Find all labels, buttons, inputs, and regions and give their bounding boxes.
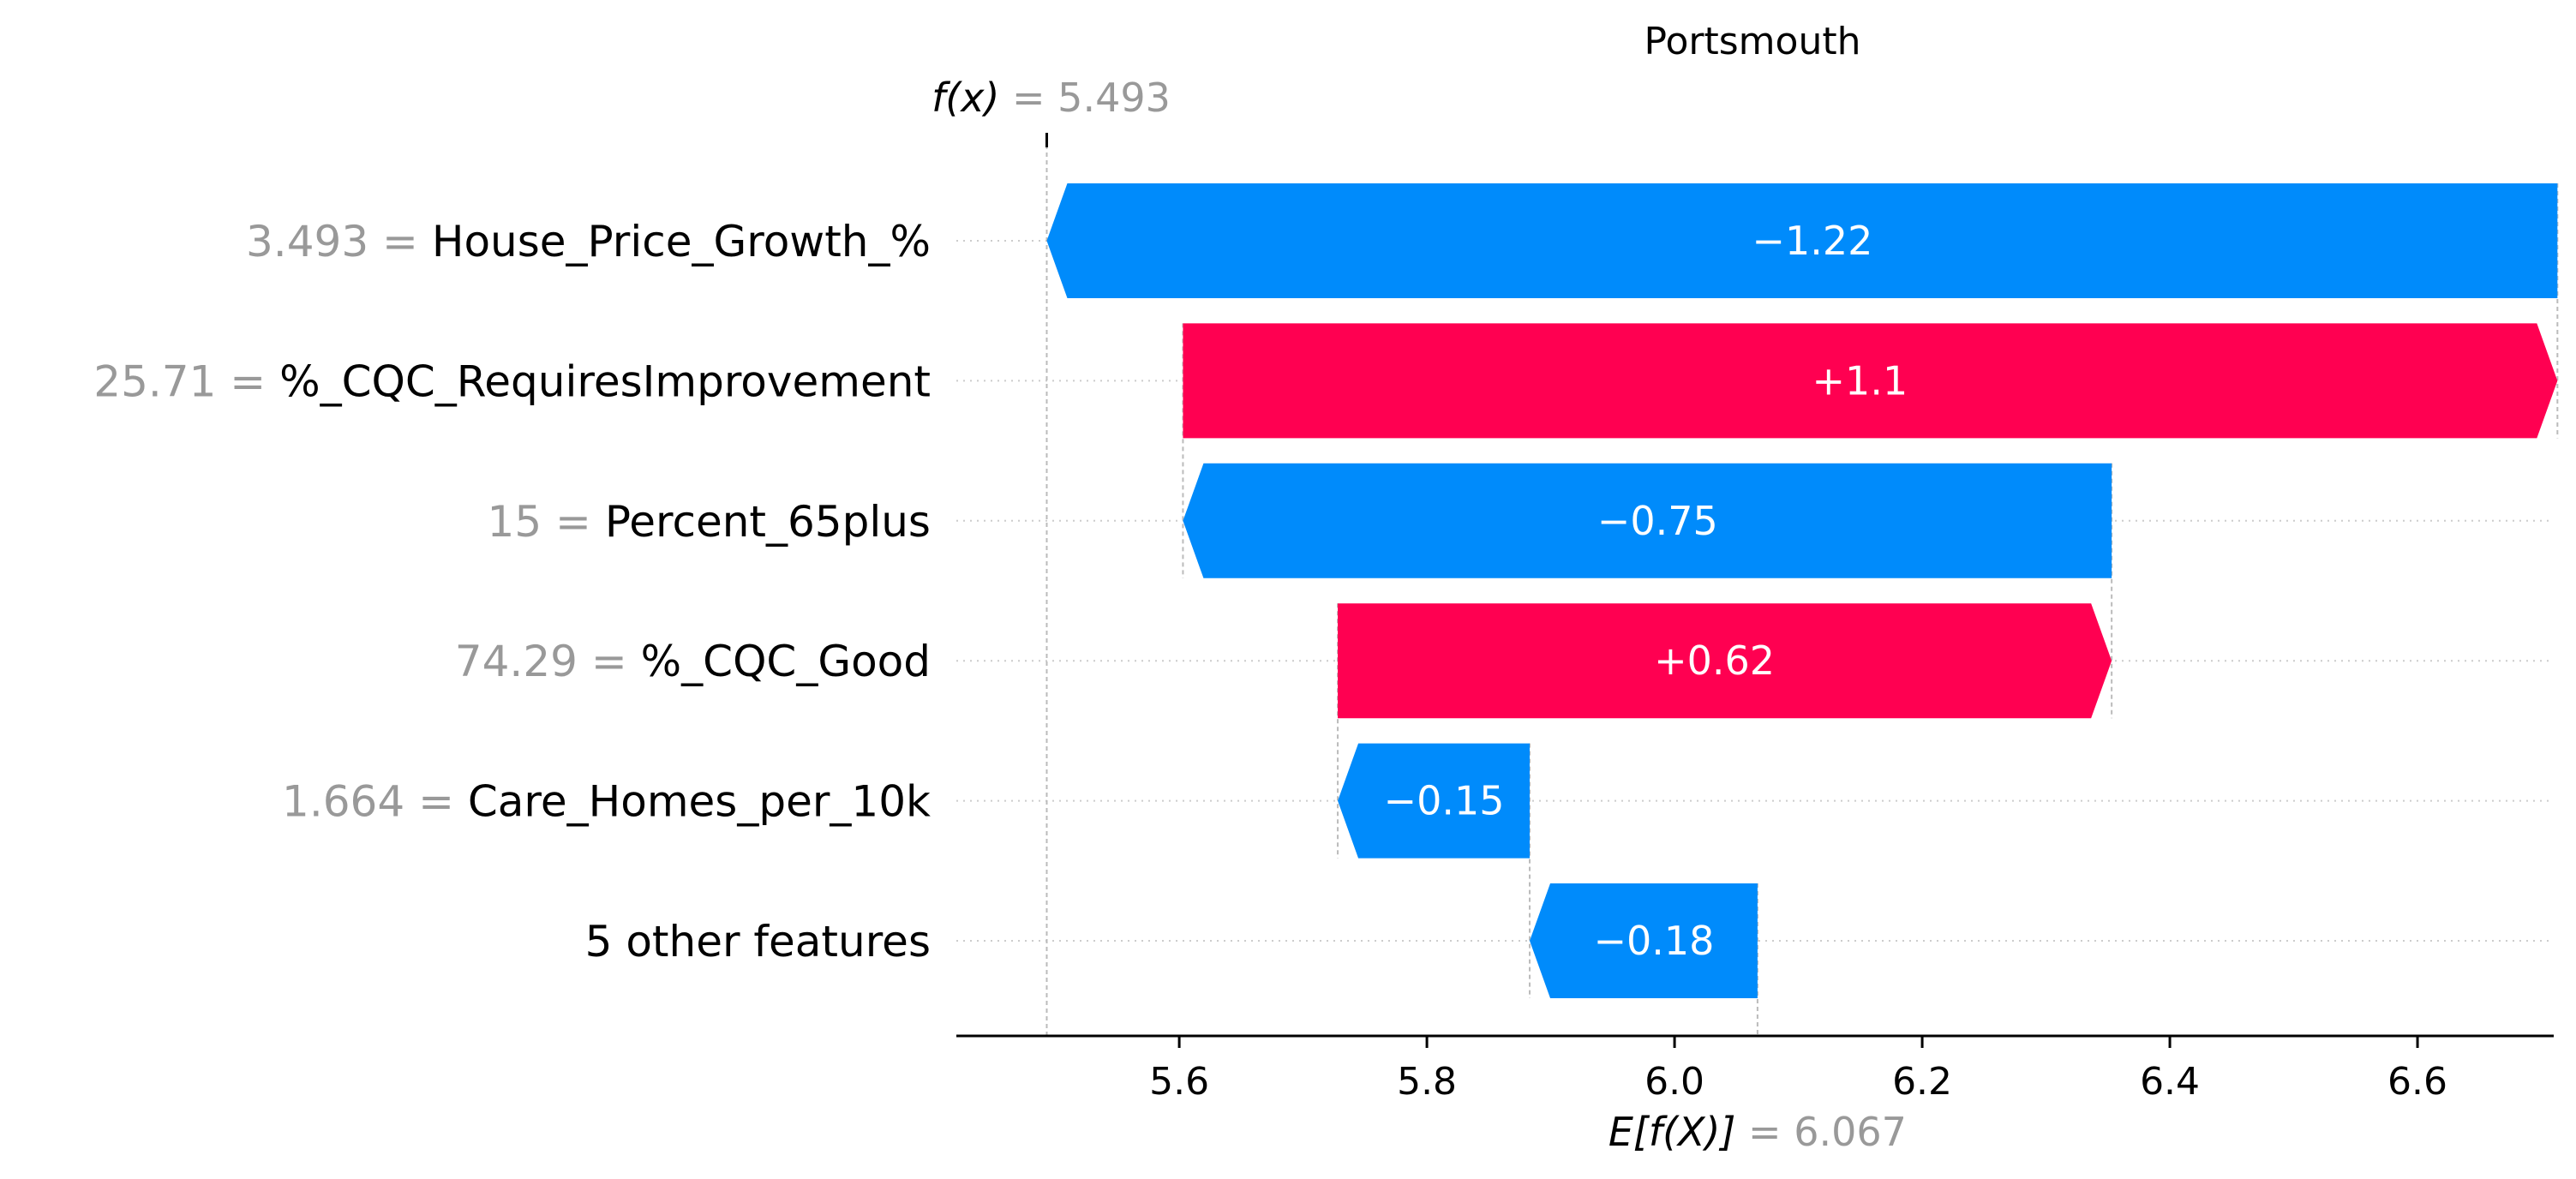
waterfall-bar: [1183, 463, 2112, 578]
spacer: [266, 356, 279, 406]
spacer: [454, 777, 468, 827]
expected-value-annotation: E[f(X)] = 6.067: [1609, 1109, 1907, 1155]
feature-labels: 3.493 = House_Price_Growth_% 25.71 = %_CQ…: [93, 217, 931, 967]
expected-value-value: = 6.067: [1748, 1109, 1907, 1155]
feature-name: %_CQC_RequiresImprovement: [279, 356, 931, 406]
waterfall-bar: [1183, 323, 2558, 439]
bars: −1.22 +1.1 −0.75 +0.62 −0.15 −0.18: [1046, 183, 2558, 998]
x-tick-label: 5.6: [1149, 1060, 1209, 1104]
fx-value: = 5.493: [1012, 75, 1171, 121]
bar-value-label: +0.62: [1654, 637, 1775, 684]
bar-value-label: −1.22: [1752, 218, 1872, 264]
expected-value-label: E[f(X)] = 6.067: [1609, 1109, 1907, 1155]
bar-value-label: −0.18: [1593, 918, 1714, 964]
spacer: [1735, 1109, 1748, 1155]
feature-label: 25.71 = %_CQC_RequiresImprovement: [93, 356, 931, 406]
fx-label: f(x) = 5.493: [932, 75, 1171, 121]
feature-value: 3.493 =: [246, 217, 418, 266]
waterfall-bar: [1046, 183, 2558, 298]
waterfall-bar: [1338, 743, 1531, 859]
expected-value-key: E[f(X)]: [1609, 1109, 1736, 1155]
feature-value: 15 =: [488, 497, 591, 547]
x-tick-label: 5.8: [1397, 1060, 1457, 1104]
feature-label: 5 other features: [585, 917, 931, 967]
feature-label: 1.664 = Care_Homes_per_10k: [282, 777, 931, 827]
fx-annotation: f(x) = 5.493: [932, 75, 1171, 121]
spacer: [591, 497, 605, 547]
spacer: [627, 637, 641, 686]
spacer: [418, 217, 432, 266]
feature-name: Care_Homes_per_10k: [468, 777, 931, 827]
feature-name: Percent_65plus: [605, 497, 931, 547]
chart-title: Portsmouth: [1644, 20, 1861, 63]
x-tick-label: 6.4: [2140, 1060, 2200, 1104]
waterfall-bar: [1338, 603, 2112, 719]
fx-key: f(x): [932, 75, 999, 121]
feature-label: 74.29 = %_CQC_Good: [455, 637, 931, 686]
feature-label: 3.493 = House_Price_Growth_%: [246, 217, 931, 266]
feature-name: %_CQC_Good: [641, 637, 931, 686]
x-tick-label: 6.0: [1644, 1060, 1704, 1104]
spacer: [999, 75, 1012, 121]
x-tick-label: 6.2: [1892, 1060, 1952, 1104]
feature-name: House_Price_Growth_%: [432, 217, 931, 266]
x-axis: 5.6 5.8 6.0 6.2 6.4 6.6: [956, 1034, 2554, 1104]
bar-value-label: −0.15: [1384, 778, 1505, 824]
bar-value-label: +1.1: [1812, 357, 1908, 404]
feature-value: 1.664 =: [282, 777, 454, 827]
x-tick-label: 6.6: [2387, 1060, 2447, 1104]
waterfall-bar: [1530, 883, 1758, 998]
feature-name: 5 other features: [585, 917, 931, 967]
feature-label: 15 = Percent_65plus: [488, 497, 931, 547]
bar-value-label: −0.75: [1597, 498, 1718, 544]
feature-value: 25.71 =: [93, 356, 266, 406]
feature-value: 74.29 =: [455, 637, 627, 686]
